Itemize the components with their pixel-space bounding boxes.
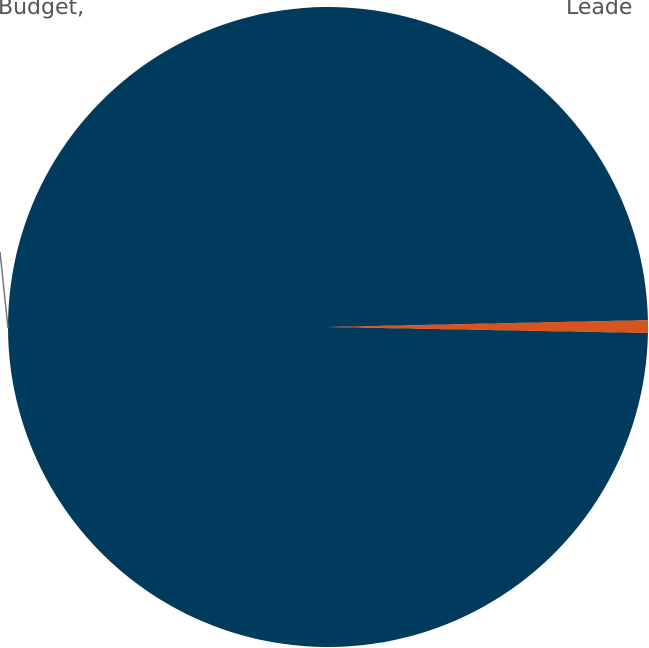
pie-slice bbox=[8, 7, 648, 648]
slice-label: Budget, bbox=[0, 0, 84, 20]
pie-slice bbox=[328, 320, 649, 333]
slice-label: Leade bbox=[566, 0, 632, 20]
leader-line bbox=[0, 251, 9, 329]
